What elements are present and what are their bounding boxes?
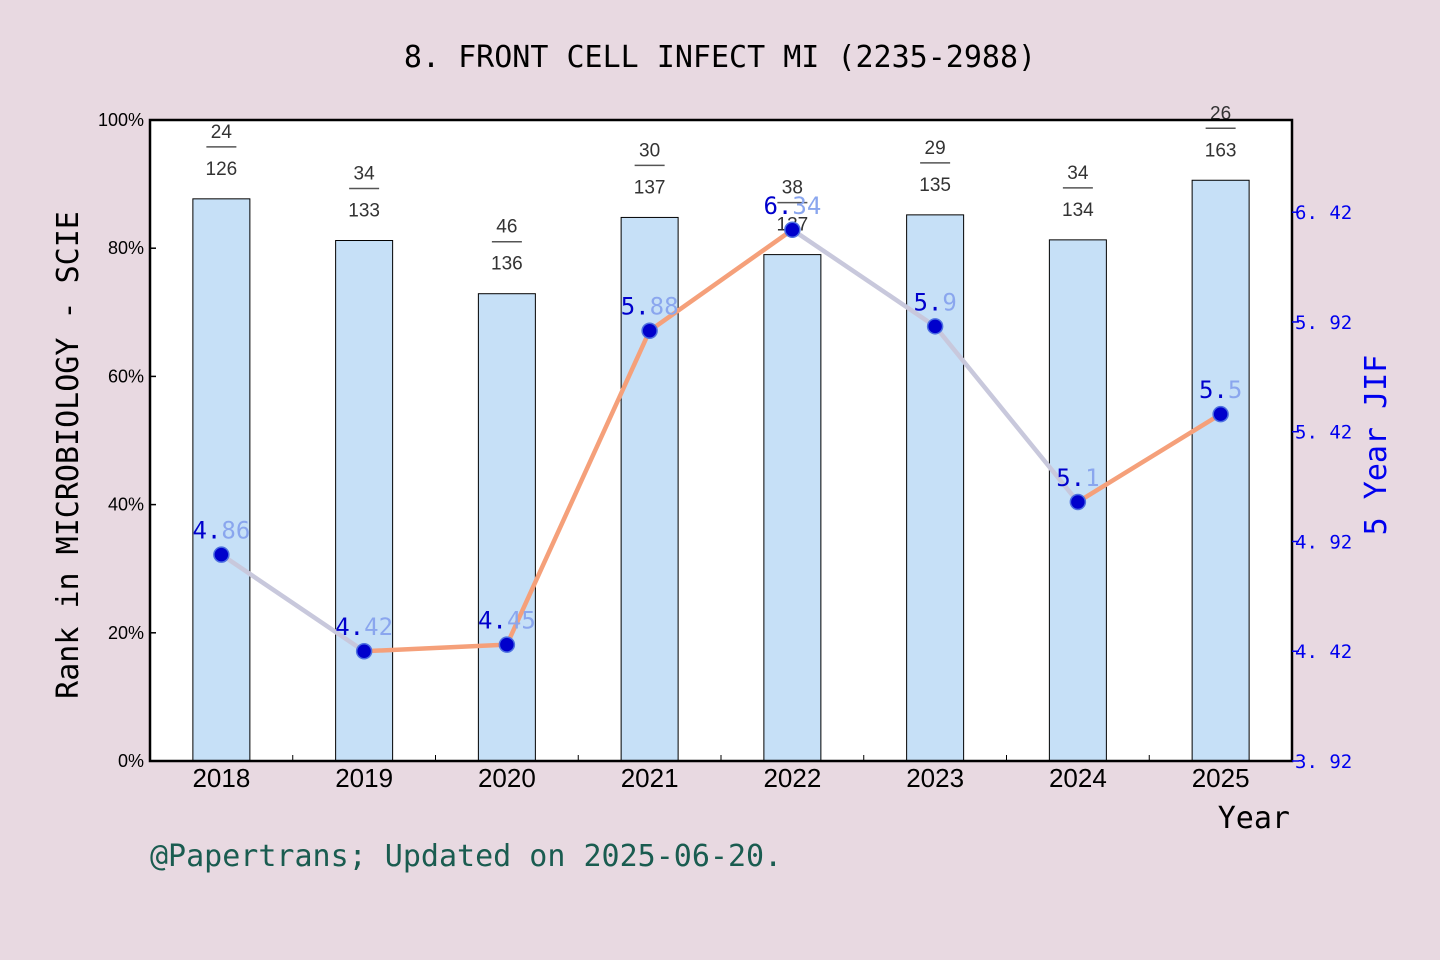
- jif-label-2023: 5.9: [913, 288, 956, 316]
- jif-label-2019: 4.42: [335, 613, 393, 641]
- y2-tick-label: 3. 92: [1295, 751, 1352, 773]
- bar-2021: [620, 216, 679, 762]
- y2-tick-label: 4. 92: [1295, 531, 1352, 553]
- footer-note: @Papertrans; Updated on 2025-06-20.: [150, 839, 782, 874]
- x-tick-label: 2018: [192, 763, 250, 793]
- rank-label-top: 34: [1067, 163, 1089, 184]
- y-axis-label: Rank in MICROBIOLOGY - SCIE: [51, 211, 86, 699]
- y-tick-label: 0%: [118, 751, 144, 771]
- bar-2019: [335, 240, 394, 762]
- y-tick-label: 80%: [108, 238, 144, 258]
- left-axis: 0% 20% 40% 60% 80% 100%: [98, 110, 156, 771]
- rank-label-top: 38: [782, 178, 803, 199]
- rank-label-bottom: 134: [1062, 200, 1094, 221]
- jif-marker-2022: [784, 221, 801, 239]
- jif-label-2022: 6.34: [763, 192, 821, 220]
- rank-label-2024: 34 134: [1062, 163, 1094, 221]
- rank-label-bottom: 163: [1205, 140, 1237, 161]
- y2-axis-label: 5 Year JIF: [1359, 355, 1394, 536]
- jif-label-2018: 4.86: [192, 517, 250, 545]
- x-tick-label: 2019: [335, 763, 393, 793]
- y2-tick-label: 4. 42: [1295, 641, 1352, 663]
- rank-label-2023: 29 135: [919, 138, 951, 196]
- rank-label-top: 34: [354, 164, 376, 185]
- bar-2020: [477, 293, 536, 762]
- jif-label-2021: 5.88: [621, 293, 679, 321]
- y-tick-label: 40%: [108, 495, 144, 515]
- x-tick-label: 2023: [906, 763, 964, 793]
- jif-marker-2019: [355, 642, 373, 660]
- jif-line-segment: [932, 324, 1081, 505]
- jif-line-segment: [504, 328, 652, 647]
- jif-marker-2020: [498, 636, 516, 653]
- plot-area: [150, 120, 1292, 761]
- y-tick-label: 20%: [108, 623, 144, 643]
- jif-label-2024: 5.1: [1056, 464, 1099, 492]
- jif-marker-2025: [1212, 405, 1229, 423]
- rank-label-2021: 30 137: [634, 140, 666, 198]
- x-tick-label: 2022: [763, 763, 821, 793]
- bar-2025: [1191, 179, 1250, 762]
- bars-layer: [192, 179, 1250, 762]
- y2-tick-label: 5. 42: [1295, 422, 1352, 444]
- rank-label-top: 30: [639, 140, 660, 161]
- rank-label-top: 29: [925, 138, 946, 159]
- rank-label-2020: 46 136: [491, 217, 523, 275]
- bar-2022: [763, 254, 822, 762]
- rank-label-bottom: 135: [919, 175, 951, 196]
- right-axis: 3. 92 4. 42 4. 92 5. 42 5. 92 6. 42: [1292, 202, 1352, 773]
- x-tick-label: 2021: [621, 763, 679, 793]
- jif-line-segment: [219, 552, 367, 654]
- rank-label-top: 46: [496, 217, 517, 238]
- jif-line-layer: 4.86 4.42 4.45 5.88 6.34 5.9 5.1 5.5: [192, 192, 1242, 660]
- x-tick-label: 2024: [1049, 763, 1107, 793]
- jif-line-segment: [790, 227, 938, 329]
- x-tick-label: 2020: [478, 763, 536, 793]
- bar-2018: [192, 198, 251, 762]
- jif-marker-2024: [1069, 493, 1087, 511]
- jif-label-2020: 4.45: [478, 607, 536, 635]
- jif-label-2025: 5.5: [1199, 376, 1242, 404]
- y-tick-label: 100%: [98, 110, 144, 130]
- jif-line-segment: [361, 642, 510, 654]
- rank-label-2019: 34 133: [348, 164, 380, 222]
- x-axis: 2018 2019 2020 2021 2022 2023 2024 2025: [192, 755, 1250, 793]
- rank-label-bottom: 137: [634, 177, 666, 198]
- x-axis-label: Year: [1218, 801, 1290, 836]
- x-tick-label: 2025: [1192, 763, 1250, 793]
- jif-marker-2018: [213, 546, 230, 563]
- rank-label-bottom: 126: [206, 159, 238, 180]
- jif-line-segment: [1075, 411, 1223, 505]
- chart-title: 8. FRONT CELL INFECT MI (2235-2988): [404, 40, 1036, 75]
- bar-2023: [906, 214, 965, 762]
- jif-marker-2023: [926, 318, 944, 335]
- jif-marker-2021: [641, 322, 658, 339]
- y2-tick-label: 6. 42: [1295, 202, 1352, 224]
- rank-label-top: 24: [211, 122, 233, 143]
- jif-line-segment: [647, 227, 795, 333]
- y2-tick-label: 5. 92: [1295, 312, 1352, 334]
- rank-label-2018: 24 126: [206, 122, 238, 180]
- rank-label-bottom: 133: [348, 201, 380, 222]
- rank-label-bottom: 136: [491, 254, 523, 275]
- y-tick-label: 60%: [108, 366, 144, 386]
